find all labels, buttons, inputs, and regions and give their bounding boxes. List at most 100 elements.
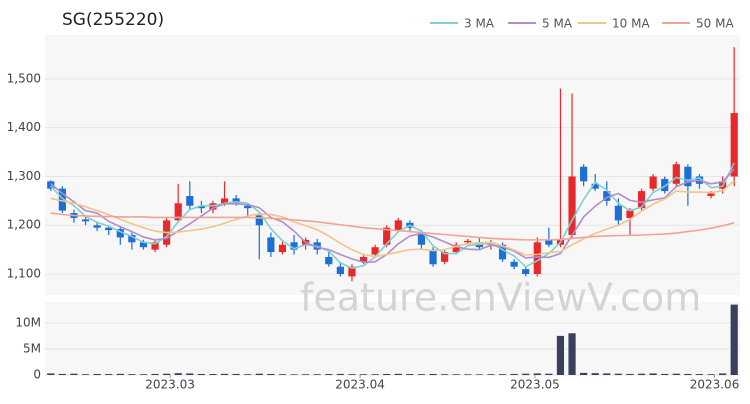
volume-bar: [614, 373, 622, 375]
volume-bar: [406, 374, 414, 375]
candle-body: [522, 269, 530, 275]
volume-bar: [232, 373, 240, 375]
volume-bar: [81, 374, 90, 375]
volume-bar: [672, 373, 680, 375]
volume-bar: [533, 373, 541, 375]
y-tick-label: 1,200: [7, 218, 41, 232]
candle-body: [533, 242, 541, 275]
volume-bar: [302, 374, 310, 375]
volume-bar: [290, 374, 298, 375]
candle-body: [649, 176, 657, 189]
x-tick-label: 2023.04: [335, 378, 385, 392]
ma-line: [50, 168, 735, 264]
volume-bar: [105, 374, 113, 375]
volume-bar: [348, 374, 356, 375]
volume-bar: [255, 373, 263, 375]
candle-body: [452, 244, 460, 253]
volume-bar: [325, 374, 333, 375]
candle-body: [348, 266, 356, 277]
candle-body: [278, 244, 287, 253]
candle-body: [244, 205, 252, 209]
y-tick-label: 0: [33, 368, 41, 382]
candle-body: [359, 256, 368, 262]
volume-bar: [626, 373, 634, 375]
volume-bar: [522, 373, 530, 375]
candle-body: [58, 188, 66, 211]
volume-bar: [267, 373, 275, 375]
volume-bar: [568, 333, 576, 375]
y-tick-label: 10M: [15, 315, 41, 329]
candle-body: [128, 235, 136, 243]
candle-body: [568, 176, 576, 235]
volume-bar: [93, 373, 101, 375]
watermark: feature.enViewV.com: [300, 276, 701, 320]
volume-bar: [70, 373, 78, 375]
candle-body: [730, 113, 738, 177]
x-tick-label: 2023.03: [145, 378, 195, 392]
x-tick-label: 2023.05: [510, 378, 560, 392]
candle-body: [510, 261, 518, 267]
candle-body: [105, 227, 113, 231]
volume-bar: [151, 373, 159, 375]
volume-panel: [45, 302, 740, 375]
volume-bar: [220, 373, 229, 375]
volume-bar: [637, 373, 646, 375]
volume-bar: [394, 373, 402, 375]
candle-body: [464, 240, 472, 243]
candle-body: [672, 164, 680, 184]
candle-body: [267, 237, 275, 253]
candle-body: [661, 178, 669, 192]
ma-line: [50, 212, 735, 241]
candle-body: [255, 215, 263, 226]
y-tick-label: 1,100: [7, 267, 41, 281]
candle-body: [417, 232, 426, 245]
volume-bar: [429, 373, 437, 375]
volume-bar: [475, 374, 483, 375]
volume-bar: [278, 374, 287, 375]
volume-bar: [163, 373, 171, 375]
volume-bar: [649, 373, 657, 375]
volume-bar: [244, 374, 252, 375]
candle-body: [197, 205, 205, 209]
candle-body: [429, 249, 437, 265]
volume-bar: [487, 374, 495, 375]
candle-body: [325, 256, 333, 265]
candle-body: [220, 198, 229, 204]
legend-label: 3 MA: [464, 17, 495, 31]
volume-bar: [116, 373, 124, 375]
candle-body: [545, 239, 553, 245]
volume-bar: [128, 374, 136, 375]
candle-body: [371, 247, 379, 255]
volume-bar: [580, 372, 588, 375]
volume-bar: [441, 374, 449, 375]
volume-bar: [661, 373, 669, 375]
volume-bar: [417, 374, 426, 375]
candle-body: [383, 227, 391, 245]
volume-bar: [383, 373, 391, 375]
candle-body: [81, 219, 90, 222]
candle-body: [174, 203, 182, 221]
candle-body: [116, 229, 124, 238]
y-tick-label: 1,400: [7, 120, 41, 134]
candle-body: [394, 220, 402, 231]
volume-bar: [359, 374, 368, 375]
volume-bar: [464, 374, 472, 375]
candle-body: [186, 195, 194, 206]
volume-bar: [209, 374, 217, 375]
candle-body: [93, 225, 101, 228]
candle-body: [580, 166, 588, 182]
candle-body: [139, 242, 148, 248]
volume-bar: [186, 373, 194, 375]
candle-body: [290, 242, 298, 250]
candle-body: [441, 252, 449, 262]
chart-title: SG(255220): [62, 10, 164, 30]
volume-bar: [591, 373, 599, 375]
volume-bar: [371, 374, 379, 375]
candle-body: [498, 244, 507, 260]
candle-body: [684, 166, 692, 187]
candle-body: [591, 183, 599, 189]
volume-bar: [47, 373, 55, 375]
candle-body: [232, 198, 240, 204]
candle-body: [614, 205, 622, 221]
